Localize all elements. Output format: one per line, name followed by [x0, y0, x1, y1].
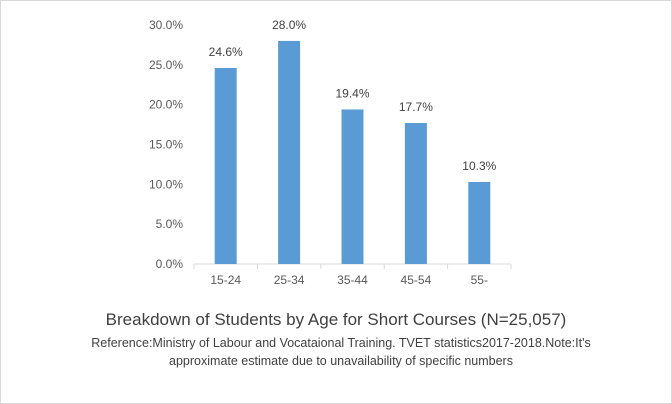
y-tick-label: 5.0% [156, 217, 184, 231]
bar [214, 68, 237, 265]
x-tick-label: 35-44 [337, 273, 368, 287]
bar [341, 109, 364, 265]
bar [404, 122, 427, 265]
y-tick-label: 10.0% [149, 177, 183, 191]
chart-title: Breakdown of Students by Age for Short C… [105, 310, 567, 329]
chart-reference-note: Reference:Ministry of Labour and Vocatai… [91, 336, 591, 368]
x-tick-label: 55- [471, 273, 488, 287]
x-tick-label: 45-54 [401, 273, 432, 287]
y-tick-label: 25.0% [149, 58, 183, 72]
y-tick-label: 30.0% [149, 18, 183, 32]
data-label: 28.0% [272, 18, 306, 32]
data-label: 19.4% [335, 86, 369, 100]
x-tick-label: 15-24 [210, 273, 241, 287]
bar-chart: 0.0% 5.0% 10.0% 15.0% 20.0% 25.0% 30.0% 24.6% 15… [149, 18, 512, 287]
data-label: 10.3% [462, 159, 496, 173]
data-label: 17.7% [399, 100, 433, 114]
y-tick-label: 20.0% [149, 98, 183, 112]
y-tick-label: 15.0% [149, 138, 183, 152]
y-tick-label: 0.0% [156, 257, 184, 271]
x-tick-label: 25-34 [274, 273, 305, 287]
data-label: 24.6% [209, 45, 243, 59]
bar [468, 181, 491, 264]
bar [278, 40, 301, 264]
